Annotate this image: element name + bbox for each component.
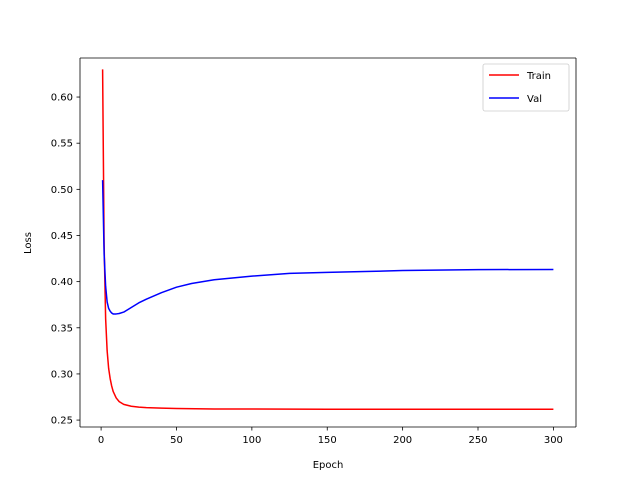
legend-box [482, 63, 570, 112]
y-tick-label: 0.60 [51, 93, 73, 104]
series-line-train [101, 69, 554, 411]
x-axis-ticks: 0 50 100 150 200 250 300 [98, 427, 563, 446]
y-tick-label: 0.35 [51, 323, 73, 334]
y-tick-label: 0.30 [51, 369, 73, 380]
y-tick-label: 0.25 [51, 416, 73, 427]
y-tick-label: 0.55 [51, 139, 73, 150]
x-tick-label: 0 [98, 435, 104, 446]
y-tick-label: 0.50 [51, 185, 73, 196]
legend-label-val: Val [527, 94, 542, 105]
x-tick-label: 300 [544, 435, 563, 446]
x-tick-label: 50 [170, 435, 183, 446]
y-tick-label: 0.40 [51, 277, 73, 288]
x-axis-label: Epoch [313, 460, 344, 471]
y-tick-label: 0.45 [51, 231, 73, 242]
x-tick-label: 150 [318, 435, 337, 446]
legend: Train Val [482, 63, 570, 112]
series-layer [101, 69, 554, 411]
x-tick-label: 200 [393, 435, 412, 446]
x-tick-label: 100 [242, 435, 261, 446]
plot-area [80, 58, 576, 427]
y-axis-ticks: 0.25 0.30 0.35 0.40 0.45 0.50 0.55 0.60 [51, 93, 80, 427]
x-tick-label: 250 [468, 435, 487, 446]
y-axis-label: Loss [23, 232, 34, 254]
axes-frame [79, 57, 577, 428]
legend-label-train: Train [526, 71, 551, 82]
series-line-val [101, 180, 554, 315]
